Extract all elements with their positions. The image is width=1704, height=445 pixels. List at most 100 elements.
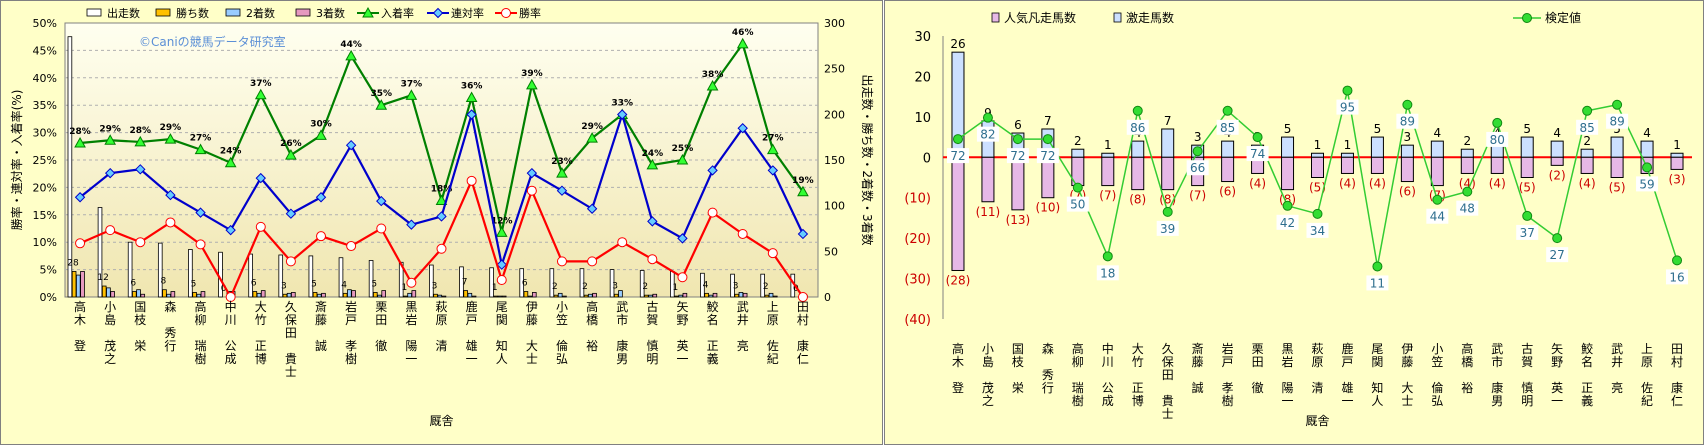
x-category-label-char: 小 [556,300,568,314]
x-category-label-char: 川 [225,313,237,327]
line-label-入着率: 38% [702,70,724,80]
line-label-bg [1336,99,1359,115]
x-category-label-char: 田 [285,326,297,340]
x-category-label: 大竹 正博 [1132,342,1144,408]
x-category-label-char: 秀 [164,326,176,340]
point-検定値 [1102,251,1113,262]
bar-2着数 [377,294,382,298]
line-label: 44 [1430,210,1445,224]
x-category-label-char: 枝 [134,312,146,327]
left-y-tick-label: 10% [33,236,57,249]
x-category-label-char: 武 [1491,342,1503,356]
bar-win-label: 28 [67,258,79,268]
legend-label: 入着率 [381,6,414,20]
x-category-label-char: 誠 [315,339,327,353]
x-category-label-char: 秀 [1042,368,1054,382]
line-label: 37 [1520,226,1535,240]
left-y-tick-label: 50% [33,17,57,30]
line-label-入着率: 39% [521,69,543,79]
line-label-bg [1066,196,1089,212]
bar-出走数 [67,36,73,298]
bar-出走数 [127,241,133,298]
x-category-label-char: 孝 [1222,381,1234,395]
point-入着率 [797,185,809,197]
line-label: 18 [1100,266,1115,280]
line-label: 95 [1340,101,1355,115]
line-label-bg [1426,208,1449,224]
x-category-label-char: 原 [767,313,779,327]
x-category-label-char: 藤 [315,313,327,327]
bar-win-label: 6 [130,279,136,289]
point-連対率 [797,228,809,240]
line-label-入着率: 12% [491,216,513,226]
point-勝率 [105,225,116,236]
legend-swatch [295,8,311,17]
x-category-label-char: 博 [1132,393,1144,408]
bar-3着数 [140,293,146,298]
bar-人気凡走馬数 [1520,156,1534,179]
bar-2着数 [768,292,774,298]
x-category-label: 伊藤 大士 [1401,342,1413,408]
bar-win-label: 0 [793,284,799,294]
bar-2着数 [437,294,443,298]
bar-2着数 [316,293,322,298]
bar-win-label: 3 [733,281,739,291]
bar-3着数 [682,292,688,298]
bar-激走馬数 [1311,152,1324,158]
bar-pos-label: 5 [1523,122,1531,136]
line-label-bg [1516,224,1539,240]
point-勝率 [75,238,86,249]
legend-marker [1522,13,1532,23]
x-category-label-char: 栄 [1012,381,1024,395]
point-検定値 [1132,105,1143,116]
bar-人気凡走馬数 [1370,156,1384,174]
x-category-label-char: 英 [1551,381,1563,395]
bar-3着数 [592,292,597,298]
x-category-label: 尾関 知人 [1371,342,1383,408]
x-category-label-char: 雄 [466,338,478,353]
x-category-label-char: 鮫 [707,299,719,314]
bar-出走数 [489,267,494,298]
x-category-label-char: 尾 [1371,342,1383,356]
line-label: 89 [1400,115,1415,129]
legend-label: 検定値 [1545,10,1581,25]
bar-win-label: 0 [221,284,227,294]
x-category-label-char: 笠 [1431,354,1443,369]
bar-2着数 [588,293,593,298]
line-label-入着率: 29% [99,124,121,134]
x-category-label: 久保田 貴士 [285,300,297,379]
x-category-label-char: 久 [285,300,297,314]
x-category-label-char: 柳 [1072,355,1084,369]
x-category-label: 小笠 倫弘 [1431,342,1443,408]
bar-2着数 [708,294,714,298]
x-category-label-char: 鹿 [1341,341,1353,356]
x-category-label-char: 竹 [1132,355,1144,369]
bar-3着数 [562,295,567,298]
bar-neg-label: (5) [1609,181,1626,195]
bar-3着数 [321,292,326,298]
bar-勝ち数 [101,285,107,298]
y-tick-label: (40) [904,313,931,328]
x-category-label-char: 登 [952,380,964,395]
x-category-label-char: 公 [225,339,237,353]
line-label: 59 [1639,177,1654,191]
x-category-label-char: 小 [1431,342,1443,356]
bar-neg-label: (4) [1369,176,1386,190]
point-検定値 [1312,208,1323,219]
point-勝率 [707,207,718,218]
bar-pos-label: 4 [1643,126,1651,140]
point-検定値 [1582,105,1593,116]
point-入着率 [134,135,147,147]
point-検定値 [1642,162,1653,173]
bar-2着数 [407,292,412,298]
x-category-label-char: 一 [466,352,478,366]
point-勝率 [587,256,598,267]
x-category-label-char: 田 [1162,368,1174,382]
y-tick-label: (30) [904,273,931,288]
x-category-label-char: 佐 [1641,381,1653,395]
x-category-label-char: 茂 [982,381,994,395]
x-category-label: 萩原 清 [1311,342,1323,395]
bar-激走馬数 [1131,140,1145,158]
point-連対率 [345,139,357,151]
bar-win-label: 1 [673,283,679,293]
